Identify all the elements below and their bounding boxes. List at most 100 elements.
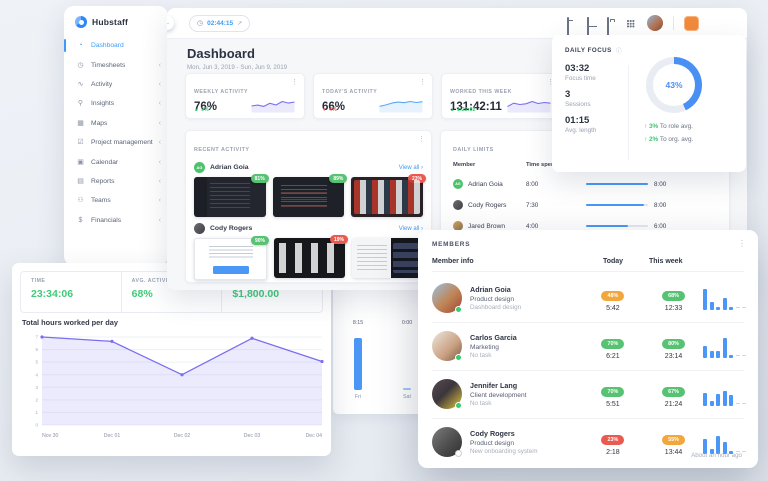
limit-progress-fill xyxy=(586,182,648,186)
summary-stat-label: TIME xyxy=(31,278,46,284)
member-cell: Cody Rogers xyxy=(453,200,526,210)
summary-stat: $1,800.00 xyxy=(221,272,322,312)
zero-dash xyxy=(735,402,740,404)
bar xyxy=(716,393,721,406)
sidebar-item-label: Reports xyxy=(91,177,115,185)
limit-progress-bar xyxy=(586,224,648,228)
time-value: 12:33 xyxy=(664,305,683,312)
view-all-link[interactable]: View all › xyxy=(398,225,423,232)
zero-dash xyxy=(403,388,411,390)
logo[interactable]: Hubstaff xyxy=(64,6,168,36)
screenshot-thumbnail[interactable] xyxy=(352,238,423,278)
page-title: Dashboard xyxy=(187,46,255,61)
messages-icon[interactable] xyxy=(567,17,577,36)
date-range[interactable]: Mon, Jun 3, 2019 - Sun, Jun 9, 2019 xyxy=(187,64,288,71)
notifications-bell-icon[interactable] xyxy=(587,17,597,35)
member-role: Marketing xyxy=(470,343,499,351)
summary-card: TIME 23:34:06 AVG. ACTIVITY 68% $1,800.00 To… xyxy=(12,263,331,456)
topbar: ← ◷ 02:44:15 ↗ xyxy=(167,8,747,39)
bar xyxy=(722,338,727,358)
avatar xyxy=(432,283,462,313)
online-status-dot xyxy=(455,306,462,313)
screenshot-thumbnail[interactable]: 89% xyxy=(272,174,348,217)
chevron-left-icon: ‹ xyxy=(158,139,161,147)
sidebar-item-maps[interactable]: ▦ Maps ‹ xyxy=(64,114,168,133)
bar xyxy=(709,351,714,358)
sidebar-item-dashboard[interactable]: ◔ Dashboard xyxy=(64,36,168,55)
info-icon[interactable]: ⓘ xyxy=(615,49,622,55)
chevron-left-icon: ‹ xyxy=(158,100,161,108)
sidebar-item-label: Insights xyxy=(91,100,115,108)
svg-text:Dec 02: Dec 02 xyxy=(174,433,191,439)
kebab-menu-icon[interactable]: ⋮ xyxy=(419,79,426,86)
stat-label: TODAY'S ACTIVITY xyxy=(322,89,378,95)
stats-row: WEEKLY ACTIVITY ⋮ 76% ▲ 9% TODAY'S ACTIVITY ⋮… xyxy=(185,73,561,119)
member-row[interactable]: Jennifer Lang Client development No task 70… xyxy=(432,370,747,418)
sidebar-item-financials[interactable]: $ Financials ‹ xyxy=(64,211,168,230)
column-this-week: This week xyxy=(649,258,683,265)
chart-title: Total hours worked per day xyxy=(22,318,118,327)
sparkline xyxy=(379,100,423,113)
limit-value: 8:00 xyxy=(654,180,667,188)
user-avatar[interactable] xyxy=(647,15,663,31)
daily-limit-row[interactable]: Cody Rogers 7:30 8:00 xyxy=(453,200,717,210)
activity-badge: 23% xyxy=(408,174,427,183)
screenshot-thumbnail[interactable]: 81% xyxy=(194,174,269,217)
bar xyxy=(729,450,734,454)
screenshot-thumbnail[interactable]: 19% xyxy=(274,235,348,278)
sidebar-item-calendar[interactable]: ▣ Calendar ‹ xyxy=(64,152,168,171)
bar xyxy=(709,302,714,310)
avatar: AG xyxy=(453,179,463,189)
timer-widget[interactable]: ◷ 02:44:15 ↗ xyxy=(189,15,251,32)
member-role: Product design xyxy=(470,295,514,303)
chevron-left-icon: ‹ xyxy=(158,61,161,69)
organization-briefcase-icon[interactable] xyxy=(607,17,617,36)
member-cell: Jared Brown xyxy=(453,221,526,231)
bar xyxy=(716,351,721,358)
view-all-link[interactable]: View all › xyxy=(398,164,423,171)
member-name: Jennifer Lang xyxy=(470,381,518,390)
time-value: 5:42 xyxy=(606,305,620,312)
limit-value: 6:00 xyxy=(654,222,667,230)
limit-progress-bar xyxy=(586,203,648,207)
sidebar-item-activity[interactable]: ∿ Activity ‹ xyxy=(64,75,168,94)
sidebar-item-teams[interactable]: ⚇ Teams ‹ xyxy=(64,191,168,210)
daily-limit-row[interactable]: Jared Brown 4:00 6:00 xyxy=(453,221,717,231)
financials-icon: $ xyxy=(78,216,83,224)
limit-progress-fill xyxy=(586,224,628,228)
last-seen-note: About an hour ago xyxy=(691,452,742,459)
zero-dash xyxy=(742,402,747,404)
back-icon: ← xyxy=(167,19,171,27)
sidebar-item-reports[interactable]: ▤ Reports ‹ xyxy=(64,172,168,191)
kebab-menu-icon[interactable]: ⋮ xyxy=(738,239,746,248)
member-row[interactable]: Adrian Goia Product design Dashboard desig… xyxy=(432,274,747,322)
screenshot-thumbnail[interactable]: 23% xyxy=(351,174,427,217)
screenshot-thumbnail[interactable]: 90% xyxy=(194,236,269,280)
member-row[interactable]: Carlos Garcia Marketing No task 70% 6:21 80% 2… xyxy=(432,322,747,370)
recent-activity-member-row: AG Adrian Goia View all › xyxy=(194,162,423,173)
chevron-left-icon: ‹ xyxy=(158,216,161,224)
svg-text:3: 3 xyxy=(35,385,38,390)
kebab-menu-icon[interactable]: ⋮ xyxy=(418,136,425,143)
apps-grid-icon[interactable] xyxy=(627,18,637,28)
svg-text:4: 4 xyxy=(35,372,38,377)
focus-metric-label: Avg. length xyxy=(565,127,597,134)
sidebar-item-label: Dashboard xyxy=(91,42,124,50)
week-bars-chart xyxy=(703,430,747,454)
sidebar-item-project-management[interactable]: ☑ Project management ‹ xyxy=(64,133,168,152)
summary-stat: AVG. ACTIVITY 68% xyxy=(120,272,222,312)
stat-card-worked-this-week: WORKED THIS WEEK ⋮ 131:42:11 ▲ 1:22:02 xyxy=(441,73,561,119)
zero-dash xyxy=(735,450,740,452)
sidebar-item-timesheets[interactable]: ◷ Timesheets ‹ xyxy=(64,55,168,74)
daily-limit-row[interactable]: AG Adrian Goia 8:00 8:00 xyxy=(453,179,717,189)
kebab-menu-icon[interactable]: ⋮ xyxy=(291,79,298,86)
stat-card-today-s-activity: TODAY'S ACTIVITY ⋮ 66% ▼ 4% xyxy=(313,73,433,119)
back-button[interactable]: ← xyxy=(167,16,174,30)
org-avatar[interactable] xyxy=(684,15,699,31)
divider xyxy=(628,65,629,160)
sidebar-item-insights[interactable]: ⚲ Insights ‹ xyxy=(64,94,168,113)
kebab-menu-icon[interactable]: ⋮ xyxy=(547,79,554,86)
member-row[interactable]: Cody Rogers Product design New onboarding … xyxy=(432,418,747,466)
today-stat: 23% 2:18 xyxy=(578,428,648,456)
svg-text:5: 5 xyxy=(35,360,38,365)
